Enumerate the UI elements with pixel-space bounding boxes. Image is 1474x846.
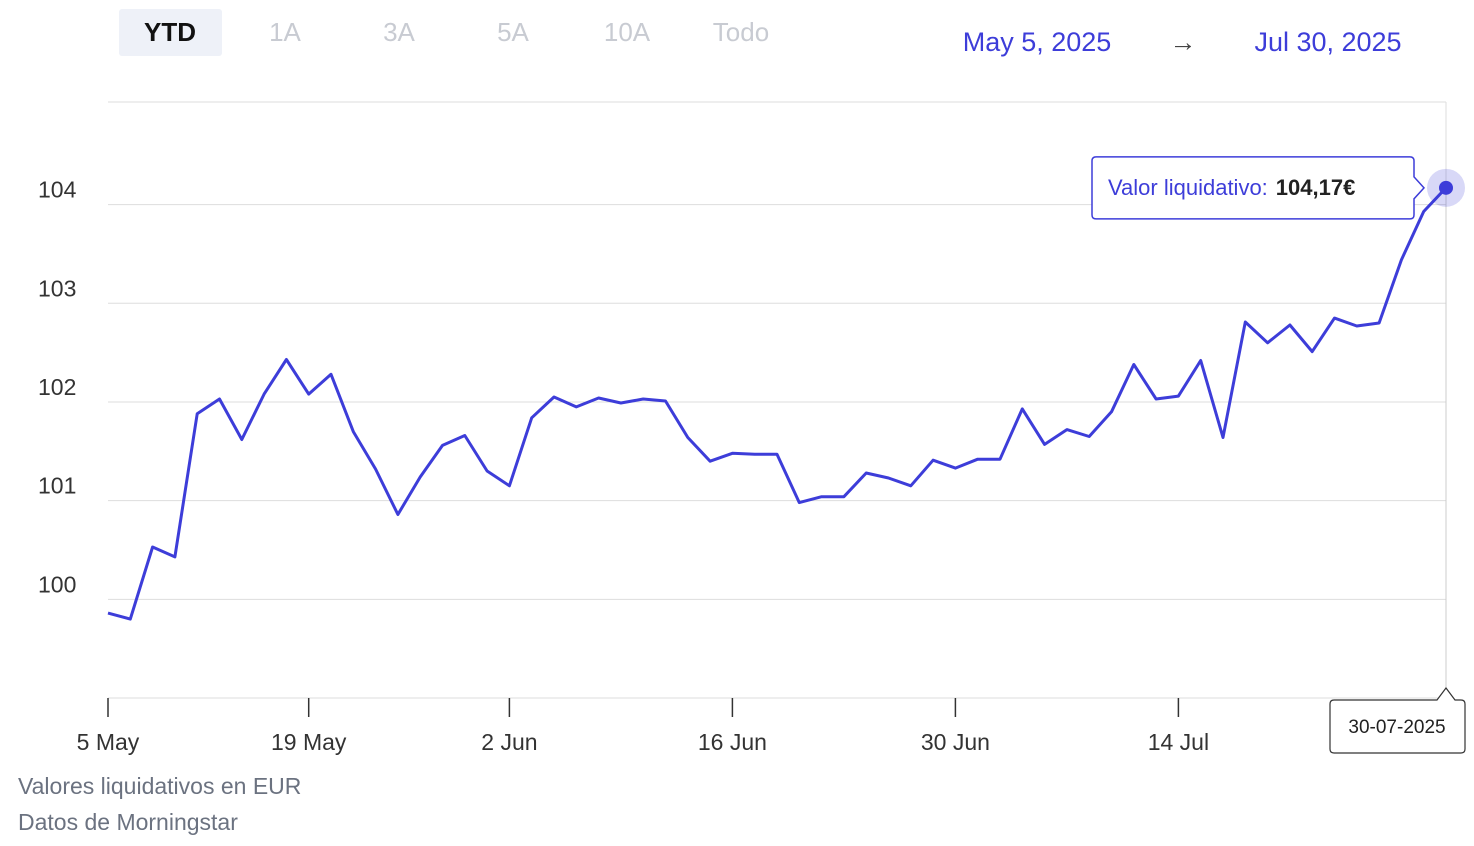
footer-note: Valores liquidativos en EUR <box>18 773 301 799</box>
y-tick-label: 101 <box>38 473 76 499</box>
range-button[interactable]: Todo <box>713 17 769 47</box>
range-button[interactable]: 1A <box>269 17 301 47</box>
y-tick-label: 102 <box>38 374 76 400</box>
x-tick-label: 5 May <box>77 729 140 755</box>
x-tick-label: 19 May <box>271 729 347 755</box>
range-button[interactable]: 5A <box>497 17 529 47</box>
line-series <box>107 186 1448 621</box>
y-tick-label: 103 <box>38 275 76 301</box>
date-box-label: 30-07-2025 <box>1348 717 1445 738</box>
range-button[interactable]: 10A <box>604 17 651 47</box>
x-tick-label: 14 Jul <box>1148 729 1209 755</box>
footer-note: Datos de Morningstar <box>18 809 238 835</box>
x-tick-label: 2 Jun <box>481 729 537 755</box>
point <box>1439 180 1453 195</box>
range-button-bg <box>119 9 222 56</box>
tooltip-box <box>1091 156 1426 220</box>
x-tick-label: 30 Jun <box>921 729 990 755</box>
tooltip-value: 104,17€ <box>1276 175 1356 200</box>
range-button[interactable]: YTD <box>144 17 196 47</box>
date-arrow: → <box>1170 27 1197 57</box>
tooltip-label: Valor liquidativo: <box>1108 175 1268 200</box>
x-tick-label: 16 Jun <box>698 729 767 755</box>
date-start[interactable]: May 5, 2025 <box>963 27 1112 57</box>
range-button[interactable]: 3A <box>383 17 415 47</box>
date-box <box>1329 687 1466 754</box>
y-tick-label: 104 <box>38 177 77 203</box>
y-tick-label: 100 <box>38 571 76 597</box>
tooltip-text: Valor liquidativo: 104,17€ <box>1108 175 1355 200</box>
date-end[interactable]: Jul 30, 2025 <box>1254 27 1401 57</box>
